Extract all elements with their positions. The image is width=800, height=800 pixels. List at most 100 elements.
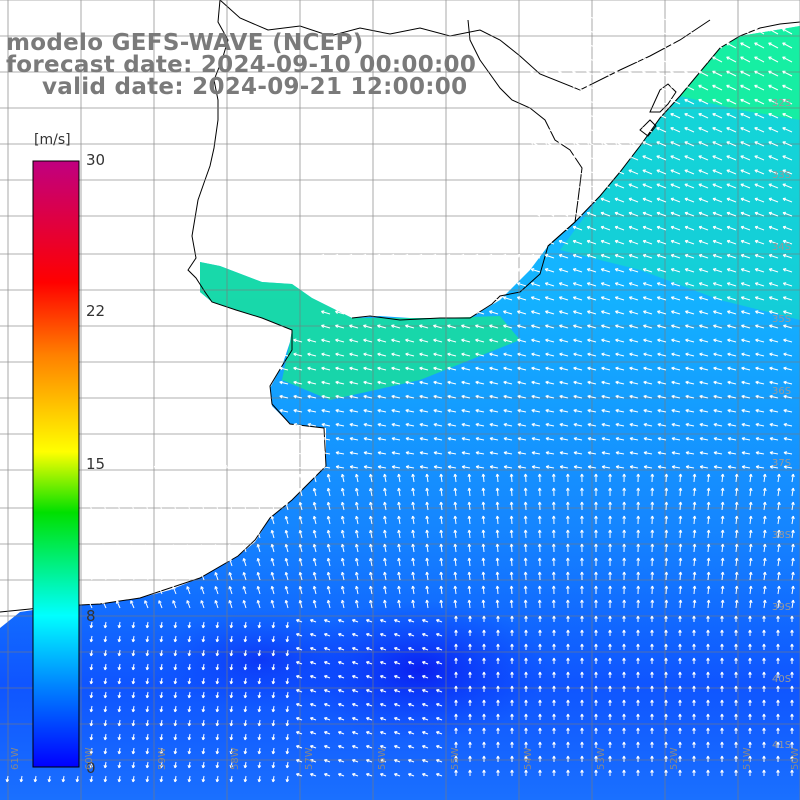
wind-arrow [740,99,751,105]
wind-arrow [628,56,639,63]
wind-arrow-head [553,599,556,603]
wind-arrow-head [699,380,703,383]
wind-arrow-head [433,380,437,383]
wind-arrow [726,84,737,91]
wind-arrow-head [88,544,92,547]
wind-arrow-head [615,253,619,256]
wind-arrow-head [440,557,444,561]
wind-arrow [468,544,471,553]
wind-arrow-head [419,338,423,341]
wind-arrow-head [694,543,697,547]
wind-arrow-head [426,501,430,505]
wind-arrow [656,212,667,217]
wind-arrow-head [615,408,619,411]
wind-arrow [558,56,569,63]
wind-arrow-head [271,543,275,547]
coastline [0,0,327,613]
wind-arrow [769,353,779,357]
wind-arrow [224,466,233,469]
wind-arrow-head [567,585,570,589]
wind-arrow [412,544,415,553]
wind-arrow-head [601,352,605,355]
wind-arrow [369,488,373,497]
wind-arrow [489,452,499,455]
wind-arrow-head [778,473,781,478]
wind-arrow [405,452,415,455]
wind-arrow [412,488,415,497]
wind-arrow [782,183,793,189]
wind-arrow-head [158,572,162,575]
wind-arrow-head [475,268,479,270]
wind-arrow [489,353,499,357]
wind-arrow-head [285,487,289,491]
wind-arrow-head [699,352,703,355]
wind-arrow [735,488,738,497]
wind-arrow-head [433,465,438,468]
wind-arrow-head [88,586,92,589]
wind-arrow-head [293,394,297,397]
wind-arrow-head [510,473,514,477]
wind-arrow-head [355,515,359,519]
wind-arrow [707,571,710,581]
wind-arrow-head [489,394,493,397]
wind-arrow-head [503,408,507,411]
wind-arrow-head [763,643,766,647]
wind-arrow-head [405,253,409,256]
wind-arrow-head [229,586,233,589]
wind-arrow-head [559,437,563,439]
wind-arrow [726,42,737,49]
wind-arrow-head [321,408,325,411]
wind-arrow-head [559,380,563,383]
wind-arrow-head [293,451,298,453]
wind-arrow-head [573,380,577,383]
wind-arrow [531,310,541,315]
wind-arrow-head [736,473,739,478]
wind-arrow-head [475,380,479,383]
wind-arrow-head [643,451,648,453]
wind-arrow [335,339,345,343]
wind-arrow [693,543,696,553]
wind-arrow [349,339,359,343]
wind-arrow [200,530,205,539]
wind-arrow [299,572,303,581]
wind-arrow-head [736,515,739,520]
wind-arrow-head [510,515,514,519]
wind-arrow [614,99,625,105]
wind-arrow-head [511,643,514,647]
wind-arrow-head [412,501,415,505]
wind-arrow [531,452,541,455]
wind-arrow-head [559,282,563,284]
wind-arrow-head [769,465,774,468]
wind-arrow-head [685,437,689,439]
lagoa-dos-patos [649,83,677,113]
wind-arrow [685,339,695,343]
wind-arrow-head [405,296,409,298]
wind-arrow [670,70,681,77]
wind-arrow [768,169,779,175]
wind-arrow [503,296,513,301]
wind-arrow-head [391,422,395,425]
wind-arrow [461,310,471,315]
wind-arrow-head [285,473,289,477]
wind-arrow [643,339,653,343]
wind-arrow [740,70,751,77]
wind-arrow-head [573,465,578,468]
wind-arrow-head [727,296,731,298]
wind-arrow-head [215,516,218,519]
wind-arrow-head [699,408,703,411]
wind-arrow-head [615,310,619,312]
wind-arrow-head [671,451,676,453]
wind-arrow [102,516,107,525]
wind-arrow [412,516,415,525]
wind-arrow [412,474,415,483]
wind-arrow-head [783,422,787,425]
wind-arrow [517,423,527,427]
wind-arrow-head [229,530,233,533]
wind-arrow [614,183,625,189]
wind-arrow-head [764,501,767,506]
wind-arrow [468,488,471,497]
wind-arrow [586,169,597,175]
wind-arrow-head [195,465,200,468]
wind-arrow [754,70,765,77]
wind-arrow [572,169,583,175]
